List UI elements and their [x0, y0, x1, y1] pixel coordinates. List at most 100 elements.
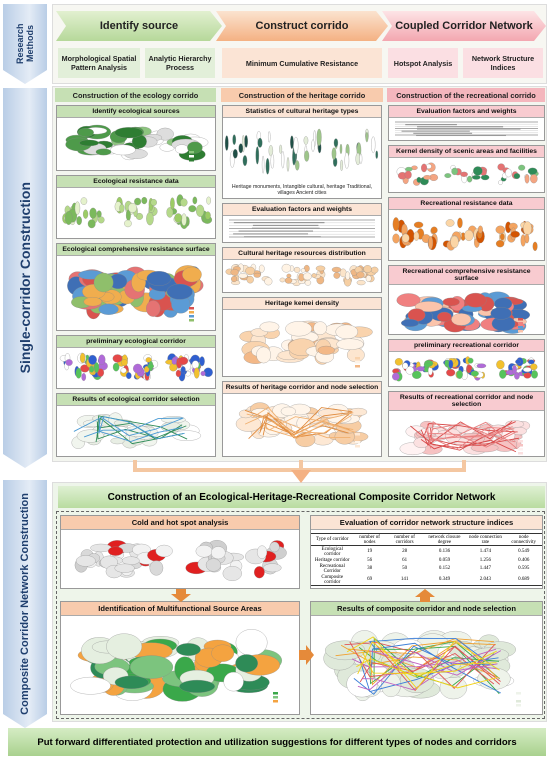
corridor-line	[96, 415, 188, 440]
header-cell: network closure degree	[428, 534, 461, 545]
map-region	[315, 265, 326, 272]
legend-swatch	[518, 330, 523, 333]
panel-image	[57, 188, 215, 237]
map-region	[413, 231, 420, 241]
map-region	[356, 271, 365, 279]
map-region	[392, 217, 400, 232]
corridor-line	[96, 422, 187, 440]
map-region	[313, 321, 328, 335]
map-region	[93, 272, 114, 293]
map-region	[270, 153, 275, 169]
map-region	[65, 359, 73, 366]
map-region	[515, 359, 521, 365]
map-region	[423, 175, 432, 180]
table-head: Type of corridor number of nodes number of…	[311, 533, 542, 546]
map-region	[223, 671, 244, 692]
map-region	[97, 368, 105, 377]
map-region	[75, 555, 96, 567]
map-region	[114, 675, 149, 689]
map-image	[67, 265, 204, 322]
table-cell: 19	[367, 549, 373, 554]
map-region	[473, 166, 483, 176]
table-text	[251, 227, 320, 229]
table-cell: 1.474	[479, 549, 492, 554]
map-region	[133, 363, 143, 374]
corridor-line	[427, 421, 518, 450]
legend-swatch	[518, 452, 523, 455]
map-region	[124, 219, 132, 228]
map-region	[303, 272, 312, 281]
legend-swatch	[355, 445, 360, 448]
legend-swatch	[355, 361, 360, 364]
map-region	[281, 263, 292, 273]
table-cell: 0.595	[518, 566, 530, 571]
table-text	[416, 128, 521, 130]
corridor-line	[335, 642, 496, 669]
map-region	[179, 679, 215, 693]
map-region	[480, 174, 490, 181]
map-region	[444, 173, 452, 178]
label-text: Research Methods	[15, 23, 35, 65]
map-region	[261, 155, 265, 174]
panel: Identify ecological sources	[56, 105, 216, 171]
map-region	[108, 546, 124, 556]
merge-arrows	[133, 460, 466, 483]
step-arrow: Coupled Corridor Network	[382, 11, 546, 41]
map-image	[392, 217, 538, 251]
panel: Identification of Multifunctional Source…	[60, 601, 300, 715]
panel-image	[223, 216, 381, 241]
map-region	[281, 150, 285, 169]
table-header-row: Type of corridor number of nodes number of…	[311, 533, 542, 546]
corridor-line	[428, 431, 517, 449]
map-region	[467, 357, 474, 364]
map-region	[437, 311, 452, 322]
map-region	[331, 147, 337, 160]
panel: Results of composite corridor and node s…	[310, 601, 543, 715]
legend-swatch	[189, 319, 194, 322]
map-region	[110, 437, 125, 445]
map-region	[106, 633, 143, 660]
step-arrow: Identify source	[56, 11, 222, 41]
legend-swatch	[355, 353, 360, 356]
map-region	[467, 175, 473, 183]
map-region	[238, 143, 244, 154]
legend-swatch	[355, 437, 360, 440]
panel-title: Cold and hot spot analysis	[61, 516, 299, 530]
map-region	[205, 558, 221, 572]
map-region	[497, 163, 505, 171]
panel: Kernel density of scenic areas and facil…	[388, 145, 545, 193]
corridor-line	[261, 416, 356, 433]
map-region	[442, 297, 460, 307]
legend-swatch	[273, 692, 278, 695]
corridor-line	[346, 636, 500, 690]
corridor-line	[98, 418, 183, 442]
panel: Recreational resistance data	[388, 197, 545, 261]
map-region	[81, 373, 87, 381]
panel-title: Results of composite corridor and node s…	[311, 602, 542, 616]
panel-title: Results of recreational corridor and nod…	[389, 392, 544, 411]
table-cell: 0.136	[438, 549, 451, 554]
map-region	[490, 307, 512, 320]
map-region	[187, 141, 203, 154]
panel-image	[223, 118, 381, 183]
map-region	[402, 362, 409, 370]
map-region	[182, 266, 202, 283]
map-region	[359, 153, 363, 164]
table-image	[229, 219, 375, 238]
map-region	[88, 354, 97, 365]
map-region	[64, 211, 73, 225]
panel: Ecological comprehensive resistance surf…	[56, 243, 216, 331]
map-region	[496, 360, 505, 370]
corridor-line	[367, 649, 502, 676]
map-region	[467, 365, 473, 371]
map-region	[121, 556, 140, 565]
map-region	[180, 198, 188, 207]
map-region	[246, 276, 254, 284]
map-region	[195, 544, 213, 558]
table-cell: 38	[367, 566, 373, 571]
table-cell: Heritage corridor	[314, 557, 350, 563]
map-region	[448, 359, 454, 369]
map-image	[224, 128, 379, 175]
header-cell: number of corridors	[394, 534, 415, 545]
map-region	[83, 209, 89, 219]
